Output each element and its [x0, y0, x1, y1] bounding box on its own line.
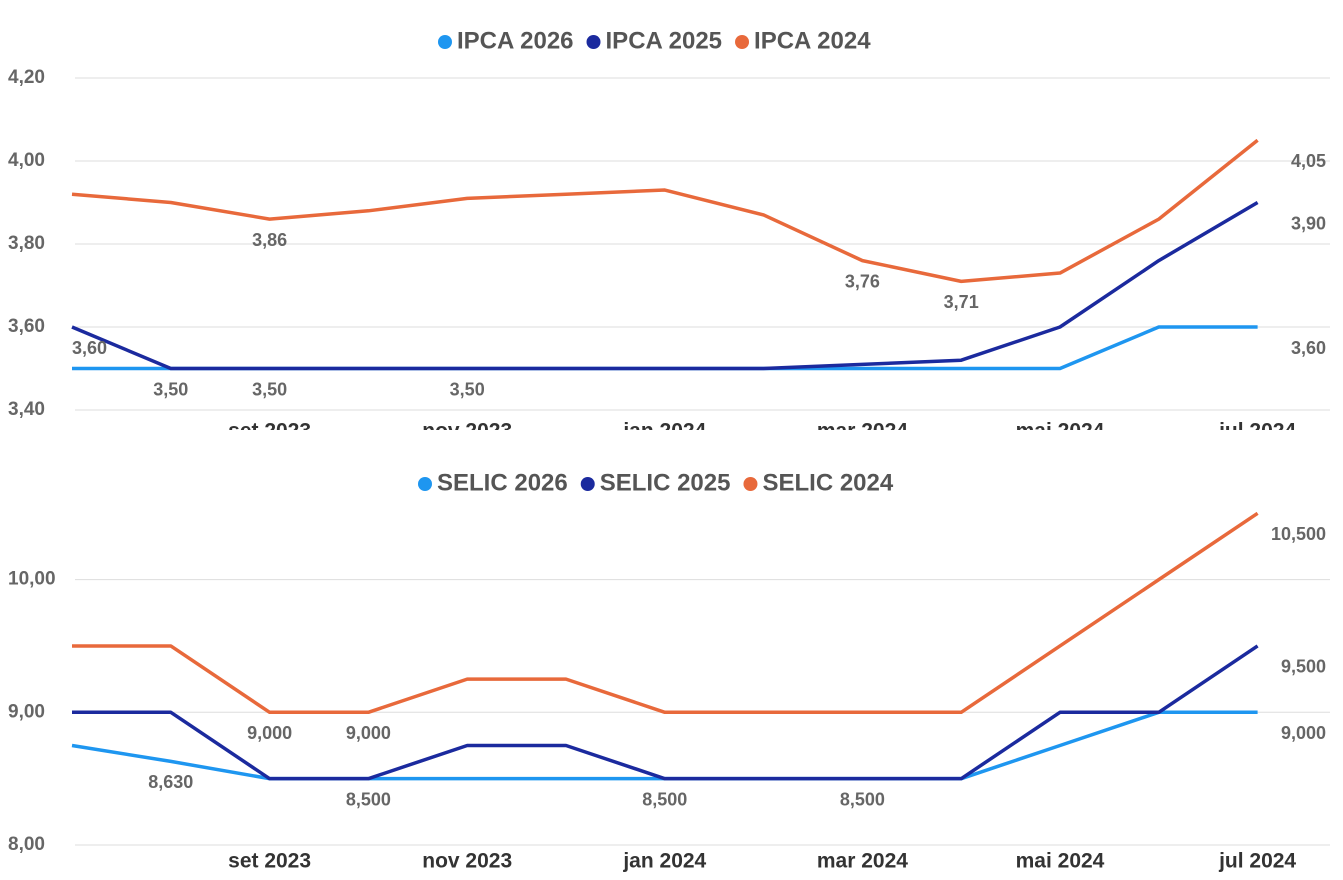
series-line: [71, 138, 1259, 284]
legend-marker: [438, 35, 452, 49]
x-tick-label: mai 2024: [1016, 850, 1105, 873]
y-tick-label: 4,20: [8, 67, 45, 88]
data-label: 3,60: [72, 338, 107, 358]
plot-background: [0, 8, 1343, 445]
legend-marker: [418, 477, 432, 491]
data-label: 8,500: [840, 789, 885, 809]
x-tick-label: set 2023: [228, 850, 311, 873]
x-tick-label: jan 2024: [622, 850, 706, 873]
legend-label: IPCA 2024: [754, 27, 871, 54]
y-tick-label: 3,60: [8, 316, 45, 337]
data-label: 8,630: [148, 772, 193, 792]
legend-label: SELIC 2026: [437, 469, 568, 496]
series-line: [71, 200, 1259, 371]
legend-marker: [743, 477, 758, 491]
data-label: 9,500: [1281, 657, 1326, 677]
data-label: 9,000: [346, 723, 391, 743]
x-tick-label: nov 2023: [422, 850, 512, 873]
data-label: 3,50: [153, 379, 188, 399]
data-label: 3,76: [845, 271, 880, 291]
series-line: [72, 644, 1259, 781]
data-label: 3,50: [450, 379, 485, 399]
y-tick-label: 3,40: [8, 399, 45, 420]
legend-label: SELIC 2025: [600, 469, 731, 496]
plot-background: [0, 430, 1343, 880]
data-label: 3,60: [1291, 338, 1326, 358]
legend-label: IPCA 2025: [606, 27, 723, 54]
legend-marker: [586, 35, 601, 49]
data-label: 8,500: [346, 789, 391, 809]
legend-marker: [735, 35, 750, 49]
data-label: 3,86: [252, 230, 287, 250]
x-tick-label: jul 2024: [1218, 850, 1296, 873]
x-tick-label: mar 2024: [817, 850, 908, 873]
legend-marker: [580, 477, 595, 491]
y-tick-label: 3,80: [8, 233, 45, 254]
data-label: 10,500: [1271, 524, 1326, 544]
legend-label: IPCA 2026: [457, 27, 574, 54]
series-line: [72, 511, 1259, 715]
y-tick-label: 4,00: [8, 150, 45, 171]
y-tick-label: 9,00: [8, 701, 45, 722]
data-label: 9,000: [247, 723, 292, 743]
y-tick-label: 10,00: [8, 569, 56, 590]
legend-label: SELIC 2024: [762, 469, 893, 496]
data-label: 3,71: [944, 292, 979, 312]
data-label: 3,50: [252, 379, 287, 399]
data-label: 3,90: [1291, 213, 1326, 233]
data-label: 9,000: [1281, 723, 1326, 743]
y-tick-label: 8,00: [8, 834, 45, 855]
data-label: 4,05: [1291, 151, 1326, 171]
data-label: 8,500: [642, 789, 687, 809]
